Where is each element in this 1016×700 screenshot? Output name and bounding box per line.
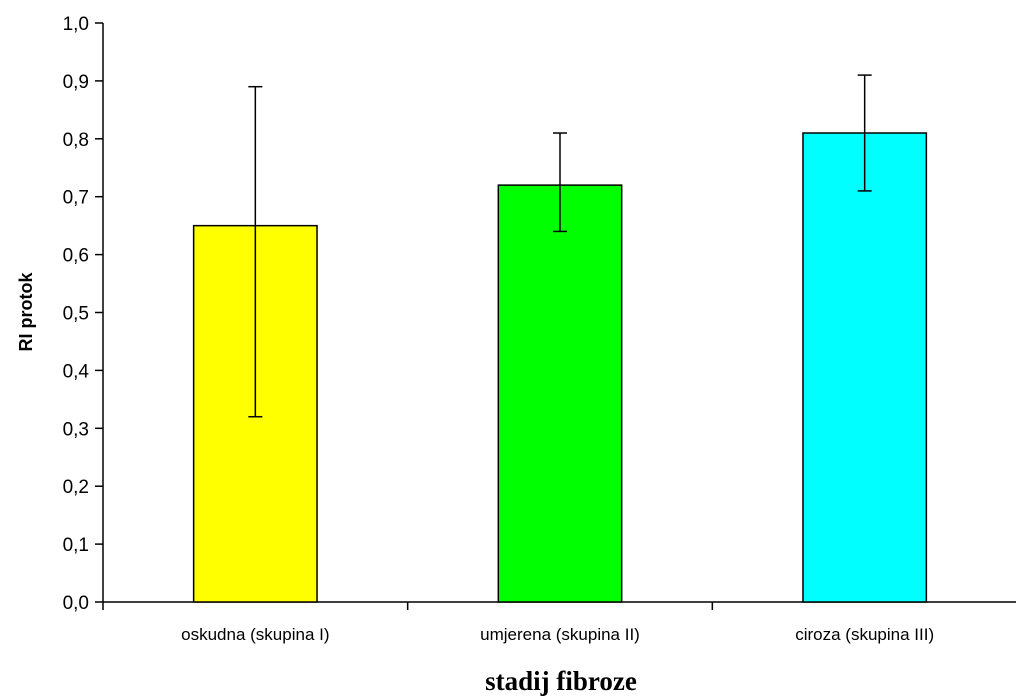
error-bar <box>553 132 567 233</box>
y-tick-label: 0,6 <box>63 246 89 267</box>
x-axis-title: stadij fibroze <box>485 666 637 696</box>
y-axis-title: RI protok <box>16 272 36 352</box>
category-label: oskudna (skupina I) <box>181 625 329 644</box>
bar <box>497 184 623 603</box>
y-tick-label: 0,2 <box>63 477 89 498</box>
y-tick-label: 1,0 <box>63 14 89 35</box>
y-tick-label: 0,5 <box>63 304 89 325</box>
x-axis <box>102 601 1016 610</box>
category-label: ciroza (skupina III) <box>795 625 934 644</box>
y-tick-label: 0,7 <box>63 188 89 209</box>
y-axis: 0,0 0,1 0,2 0,3 0,4 0,5 0,6 0,7 0,8 0,9 1,0 <box>63 14 104 614</box>
y-tick-label: 0,8 <box>63 130 89 151</box>
error-bar <box>248 85 263 418</box>
bar <box>802 132 928 603</box>
y-tick-label: 0,1 <box>63 535 89 556</box>
error-bar <box>857 74 872 192</box>
category-labels: oskudna (skupina I) umjerena (skupina II)… <box>181 625 934 644</box>
y-tick-label: 0,9 <box>63 72 89 93</box>
y-tick-label: 0,3 <box>63 419 89 440</box>
category-label: umjerena (skupina II) <box>480 625 640 644</box>
y-tick-label: 0,0 <box>63 593 89 614</box>
error-bars-group <box>248 74 872 418</box>
y-tick-label: 0,4 <box>63 361 90 382</box>
